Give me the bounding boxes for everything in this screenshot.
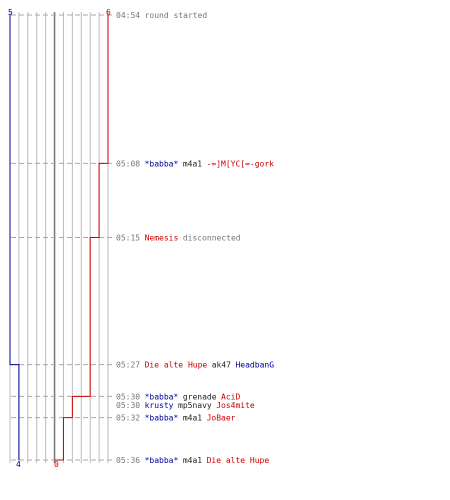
event-entry: 05:36 *babba* m4a1 Die alte Hupe xyxy=(116,456,269,465)
series-line-blue xyxy=(9,15,20,460)
event-part: Nemesis xyxy=(145,234,179,243)
event-part: HeadbanG xyxy=(235,361,274,370)
x-tick-bottom-left: 4 xyxy=(16,460,21,469)
event-entry: 05:30 krusty mp5navy Jos4mite xyxy=(116,401,255,410)
event-part: grenade xyxy=(183,392,217,401)
event-part: ak47 xyxy=(212,361,231,370)
event-time: 05:36 xyxy=(116,456,140,465)
event-time: 05:27 xyxy=(116,361,140,370)
x-tick-top-left: 5 xyxy=(8,8,13,17)
event-time: 05:08 xyxy=(116,159,140,168)
event-time: 04:54 xyxy=(116,11,140,20)
event-part: Die alte Hupe xyxy=(207,456,270,465)
event-part: JoBaer xyxy=(207,414,236,423)
event-part: disconnected xyxy=(183,234,241,243)
event-part: *babba* xyxy=(145,159,179,168)
event-part: Die alte Hupe xyxy=(145,361,208,370)
event-time: 05:32 xyxy=(116,414,140,423)
event-time: 05:15 xyxy=(116,234,140,243)
event-part: AciD xyxy=(221,392,240,401)
x-tick-bottom-center: 0 xyxy=(54,460,59,469)
series-lines xyxy=(9,15,109,461)
series-line-red xyxy=(54,15,109,461)
event-part: mp5navy xyxy=(178,401,212,410)
event-part: *babba* xyxy=(145,414,179,423)
event-entry: 05:15 Nemesis disconnected xyxy=(116,234,241,243)
event-part: m4a1 xyxy=(183,414,202,423)
event-part: -=]M[YC[=-gork xyxy=(207,159,275,168)
event-entry: 04:54 round started xyxy=(116,11,207,20)
event-entry: 05:32 *babba* m4a1 JoBaer xyxy=(116,414,236,423)
event-time: 05:30 xyxy=(116,401,140,410)
event-entry: 05:30 *babba* grenade AciD xyxy=(116,392,240,401)
event-part: round started xyxy=(145,11,208,20)
event-part: m4a1 xyxy=(183,159,202,168)
event-entry: 05:27 Die alte Hupe ak47 HeadbanG xyxy=(116,361,274,370)
event-time: 05:30 xyxy=(116,392,140,401)
event-part: Jos4mite xyxy=(216,401,255,410)
event-log: 04:54 round started 05:08 *babba* m4a1 -=]M[Y… xyxy=(116,11,274,465)
event-part: krusty xyxy=(145,401,174,410)
event-entry: 05:08 *babba* m4a1 -=]M[YC[=-gork xyxy=(116,159,274,168)
event-part: m4a1 xyxy=(183,456,202,465)
event-part: *babba* xyxy=(145,456,179,465)
event-part: *babba* xyxy=(145,392,179,401)
x-tick-top-right: 6 xyxy=(106,8,111,17)
